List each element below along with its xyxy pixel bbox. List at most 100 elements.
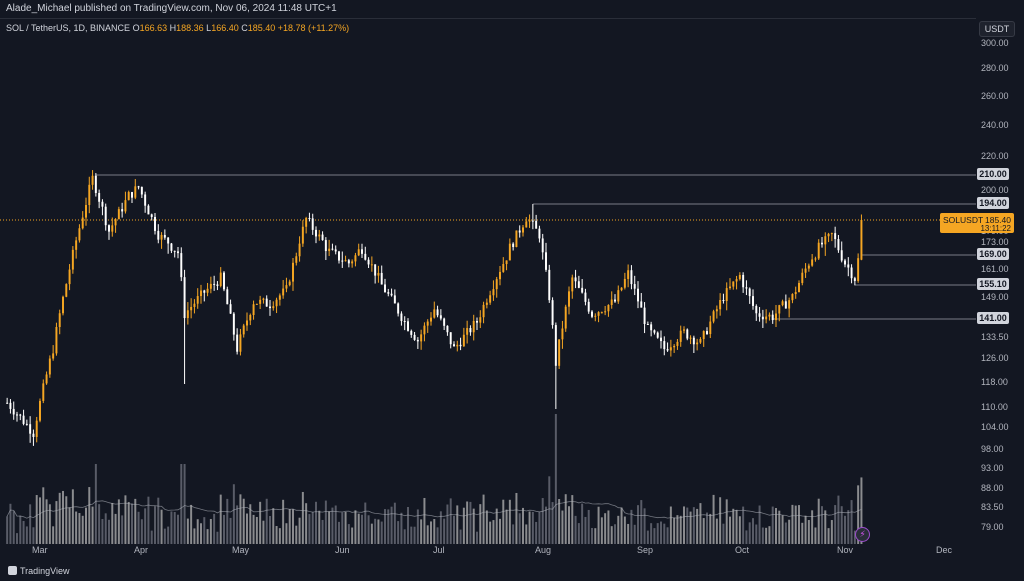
candle-body [561, 328, 564, 340]
volume-bar [660, 521, 662, 544]
publisher-line: Alade_Michael published on TradingView.c… [6, 3, 337, 14]
volume-bar [85, 507, 87, 544]
volume-bar [830, 520, 833, 544]
volume-bar [824, 510, 827, 544]
candle-body [748, 288, 751, 297]
volume-bar [367, 515, 370, 544]
month-label-sep: Sep [637, 545, 654, 555]
volume-bar [285, 523, 288, 544]
volume-ma-line [6, 500, 862, 519]
currency-button[interactable]: USDT [979, 21, 1015, 37]
volume-bar [528, 511, 531, 544]
volume-bar [98, 504, 101, 544]
volume-bar [140, 519, 143, 544]
candle-body [564, 306, 567, 329]
symbol-name[interactable]: SOL / TetherUS, 1D, BINANCE [6, 23, 131, 33]
candle-body [568, 291, 570, 307]
month-label-apr: Apr [134, 545, 149, 555]
volume-bar [518, 513, 521, 544]
level-tag-210: 210.00 [977, 168, 1009, 180]
volume-bar [357, 513, 360, 544]
candle-body [666, 349, 669, 351]
candle-body [702, 331, 705, 340]
candle-body [298, 243, 301, 257]
volume-bar [170, 511, 173, 544]
volume-bar [630, 509, 633, 544]
candle-body [778, 305, 781, 314]
candle-body [229, 304, 232, 314]
candle-body [81, 217, 84, 229]
candle-body [472, 320, 475, 333]
candle-body [265, 298, 268, 307]
volume-bar [683, 506, 685, 544]
candle-body [817, 242, 820, 259]
volume-bar [16, 533, 18, 544]
candle-body [577, 281, 580, 288]
tradingview-logo[interactable]: TradingView [8, 566, 70, 576]
candle-body [190, 306, 193, 311]
volume-bar [768, 526, 771, 544]
volume-bar [564, 494, 567, 544]
candle-body [752, 296, 754, 306]
candle-body [807, 265, 810, 269]
candle-body [604, 311, 607, 313]
volume-bar [193, 528, 196, 544]
candle-body [719, 300, 722, 310]
volume-bar [163, 528, 166, 544]
candle-body [400, 313, 403, 321]
volume-bar [275, 526, 278, 544]
time-axis[interactable]: Mar Apr May Jun Jul Aug Sep Oct Nov Dec [0, 543, 976, 557]
volume-bar [344, 511, 347, 544]
volume-bar [272, 508, 275, 544]
candle-body [387, 292, 390, 294]
volume-bar [249, 504, 252, 544]
volume-bar [748, 522, 751, 544]
price-tick: 280.00 [981, 63, 1009, 73]
volume-bar [393, 502, 396, 544]
lightning-icon[interactable]: ⚡ [855, 527, 870, 542]
month-label-aug: Aug [535, 545, 552, 555]
candle-body [426, 321, 429, 326]
candle-body [640, 301, 643, 308]
volume-bar [545, 506, 547, 544]
volume-bar [696, 508, 699, 544]
volume-bar [180, 464, 183, 544]
candle-body [407, 321, 409, 331]
chart-plot-area[interactable] [0, 18, 976, 544]
volume-bar [735, 510, 738, 544]
candle-body [696, 342, 699, 345]
candle-body [466, 328, 469, 335]
volume-bar [94, 464, 97, 544]
price-tick: 149.00 [981, 292, 1009, 302]
candle-body [623, 278, 626, 288]
candle-body [709, 321, 712, 335]
volume-bar [420, 519, 423, 544]
volume-bar [535, 521, 538, 544]
volume-bar [439, 511, 442, 544]
open-label: O [132, 23, 140, 33]
candle-body [85, 205, 87, 218]
volume-bar [522, 507, 524, 544]
candle-body [108, 225, 110, 232]
candlestick-chart[interactable] [0, 19, 976, 544]
candle-body [459, 344, 462, 347]
volume-bar [508, 499, 511, 544]
level-tag-194: 194.00 [977, 197, 1009, 209]
volume-bar [571, 495, 574, 544]
volume-bar [206, 529, 209, 544]
price-scale[interactable]: 300.00280.00260.00240.00220.00200.00179.… [976, 38, 1024, 543]
candle-body [357, 249, 360, 256]
volume-bar [88, 487, 91, 544]
close-label: C [241, 23, 248, 33]
volume-bar [706, 512, 708, 544]
candle-body [663, 341, 666, 350]
month-label-oct: Oct [735, 545, 750, 555]
candles [6, 170, 863, 446]
volume-bar [804, 515, 807, 544]
volume-bar [761, 527, 764, 544]
volume-bar [610, 526, 613, 544]
volume-bar [600, 517, 603, 544]
volume-bar [755, 524, 758, 544]
volume-bar [784, 522, 787, 544]
candle-body [548, 269, 551, 301]
